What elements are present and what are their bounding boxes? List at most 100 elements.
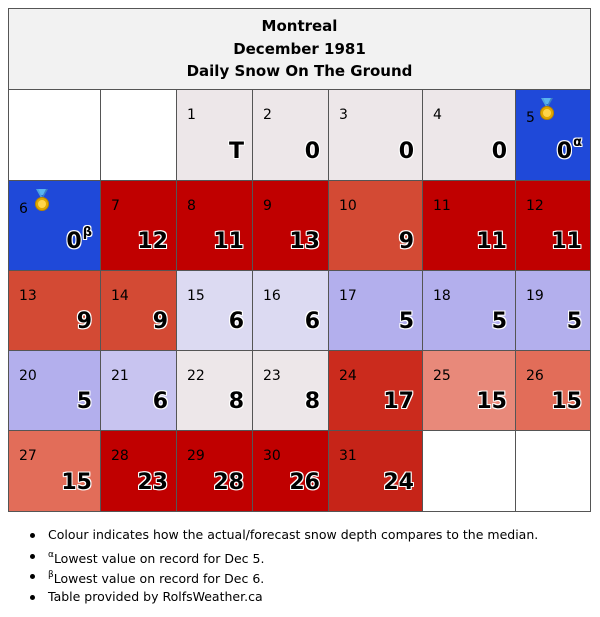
snow-depth-number: 28	[213, 470, 244, 495]
note-alpha: αLowest value on record for Dec 5.	[20, 546, 538, 567]
snow-depth-number: 8	[228, 389, 244, 414]
note-colour: Colour indicates how the actual/forecast…	[20, 525, 538, 546]
gold-medal-icon	[540, 98, 554, 120]
snow-depth-value: 9	[77, 309, 92, 334]
day-cell-27: 27 15	[9, 431, 101, 511]
bullet-icon	[30, 533, 35, 538]
snow-depth-number: 11	[213, 229, 244, 254]
day-cell-11: 11 11	[423, 181, 516, 271]
snow-depth-value: 0α	[556, 135, 582, 164]
day-cell-31: 31 24	[329, 431, 423, 511]
snow-depth-value: 6	[153, 389, 168, 414]
day-cell-8: 8 11	[177, 181, 253, 271]
day-number: 24	[339, 368, 357, 384]
city-title: Montreal	[261, 17, 338, 35]
snow-depth-value: 28	[213, 470, 244, 495]
day-number: 28	[111, 448, 129, 464]
snow-depth-number: 9	[76, 309, 92, 334]
day-number: 26	[526, 368, 544, 384]
day-cell-26: 26 15	[516, 351, 590, 431]
snow-depth-value: T	[229, 139, 244, 164]
day-cell-23: 23 8	[253, 351, 329, 431]
day-number: 25	[433, 368, 451, 384]
gold-medal-icon	[35, 189, 49, 211]
day-number: 9	[263, 198, 272, 214]
snow-depth-number: 6	[152, 389, 168, 414]
day-number: 19	[526, 288, 544, 304]
snow-depth-value: 6	[305, 309, 320, 334]
snow-depth-number: 9	[152, 309, 168, 334]
day-number: 13	[19, 288, 37, 304]
snow-depth-number: 15	[61, 470, 92, 495]
day-number: 8	[187, 198, 196, 214]
day-number: 3	[339, 107, 348, 123]
day-cell-30: 30 26	[253, 431, 329, 511]
day-cell-16: 16 6	[253, 271, 329, 351]
day-number: 1	[187, 107, 196, 123]
bullet-icon	[30, 574, 35, 579]
day-number: 16	[263, 288, 281, 304]
day-cell-14: 14 9	[101, 271, 177, 351]
snow-depth-number: 9	[398, 229, 414, 254]
metric-title: Daily Snow On The Ground	[186, 62, 413, 80]
snow-depth-number: 11	[551, 229, 582, 254]
snow-depth-value: 11	[213, 229, 244, 254]
day-cell-28: 28 23	[101, 431, 177, 511]
day-number: 14	[111, 288, 129, 304]
snow-depth-value: 11	[551, 229, 582, 254]
snow-depth-value: 17	[383, 389, 414, 414]
notes-list: Colour indicates how the actual/forecast…	[20, 525, 538, 607]
day-number: 7	[111, 198, 120, 214]
day-cell-17: 17 5	[329, 271, 423, 351]
snow-depth-number: 5	[491, 309, 507, 334]
day-number: 15	[187, 288, 205, 304]
record-mark: β	[82, 225, 92, 240]
day-number: 21	[111, 368, 129, 384]
snow-depth-number: 6	[228, 309, 244, 334]
day-number: 10	[339, 198, 357, 214]
day-cell-9: 9 13	[253, 181, 329, 271]
empty-cell	[9, 90, 101, 181]
day-cell-24: 24 17	[329, 351, 423, 431]
snow-depth-number: T	[228, 139, 244, 164]
snow-depth-number: 0	[66, 229, 82, 254]
day-cell-25: 25 15	[423, 351, 516, 431]
day-number: 18	[433, 288, 451, 304]
month-title: December 1981	[233, 39, 366, 58]
snow-depth-value: 15	[61, 470, 92, 495]
snow-depth-number: 24	[383, 470, 414, 495]
snow-depth-number: 6	[304, 309, 320, 334]
day-number: 30	[263, 448, 281, 464]
snow-depth-number: 23	[137, 470, 168, 495]
note-provider: Table provided by RolfsWeather.ca	[20, 587, 538, 608]
snow-depth-value: 0	[399, 139, 414, 164]
empty-cell	[423, 431, 516, 511]
note-beta-text: Lowest value on record for Dec 6.	[53, 571, 265, 587]
day-number: 2	[263, 107, 272, 123]
day-number: 17	[339, 288, 357, 304]
snow-depth-number: 11	[476, 229, 507, 254]
beta-mark: β	[48, 570, 54, 580]
snow-depth-number: 15	[476, 389, 507, 414]
day-cell-19: 19 5	[516, 271, 590, 351]
day-number: 11	[433, 198, 451, 214]
snow-depth-value: 0	[492, 139, 507, 164]
bullet-icon	[30, 553, 35, 559]
calendar-header: Montreal December 1981 Daily Snow On The…	[9, 9, 590, 90]
snow-depth-number: 26	[289, 470, 320, 495]
note-colour-text: Colour indicates how the actual/forecast…	[48, 527, 539, 542]
snow-depth-number: 5	[398, 309, 414, 334]
day-number: 12	[526, 198, 544, 214]
snow-depth-number: 0	[556, 139, 573, 164]
day-number: 22	[187, 368, 205, 384]
snow-depth-value: 8	[229, 389, 244, 414]
snow-depth-value: 24	[383, 470, 414, 495]
snow-depth-value: 8	[305, 389, 320, 414]
day-cell-10: 10 9	[329, 181, 423, 271]
day-cell-6: 6 0β	[9, 181, 101, 271]
day-cell-5: 5 0α	[516, 90, 590, 181]
record-mark: α	[573, 135, 582, 150]
snow-depth-value: 5	[567, 309, 582, 334]
